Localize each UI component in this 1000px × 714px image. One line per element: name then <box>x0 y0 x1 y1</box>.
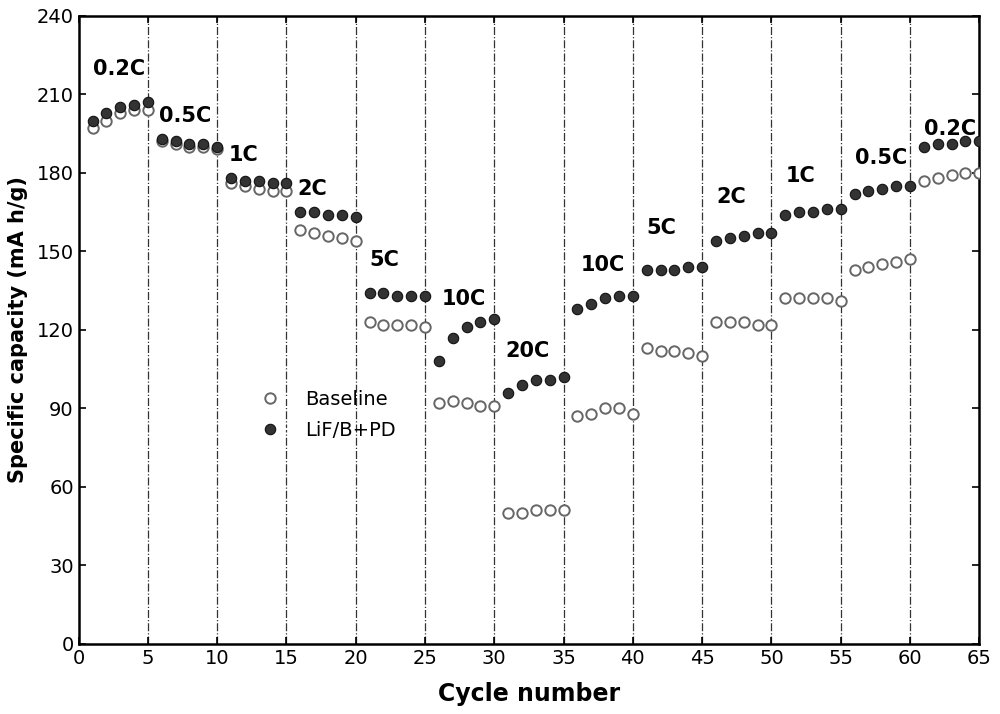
Text: 10C: 10C <box>580 255 624 275</box>
Y-axis label: Specific capacity (mA h/g): Specific capacity (mA h/g) <box>8 176 28 483</box>
Legend: Baseline, LiF/B+PD: Baseline, LiF/B+PD <box>250 390 396 440</box>
Text: 5C: 5C <box>647 218 677 238</box>
Text: 2C: 2C <box>716 187 746 207</box>
Text: 0.2C: 0.2C <box>93 59 145 79</box>
Text: 5C: 5C <box>370 250 399 270</box>
Text: 2C: 2C <box>298 179 327 199</box>
Text: 10C: 10C <box>442 289 486 309</box>
Text: 0.2C: 0.2C <box>924 119 976 139</box>
Text: 0.5C: 0.5C <box>855 148 907 168</box>
Text: 0.5C: 0.5C <box>159 106 211 126</box>
Text: 1C: 1C <box>785 166 815 186</box>
Text: 1C: 1C <box>228 145 258 165</box>
Text: 20C: 20C <box>505 341 550 361</box>
X-axis label: Cycle number: Cycle number <box>438 682 620 705</box>
